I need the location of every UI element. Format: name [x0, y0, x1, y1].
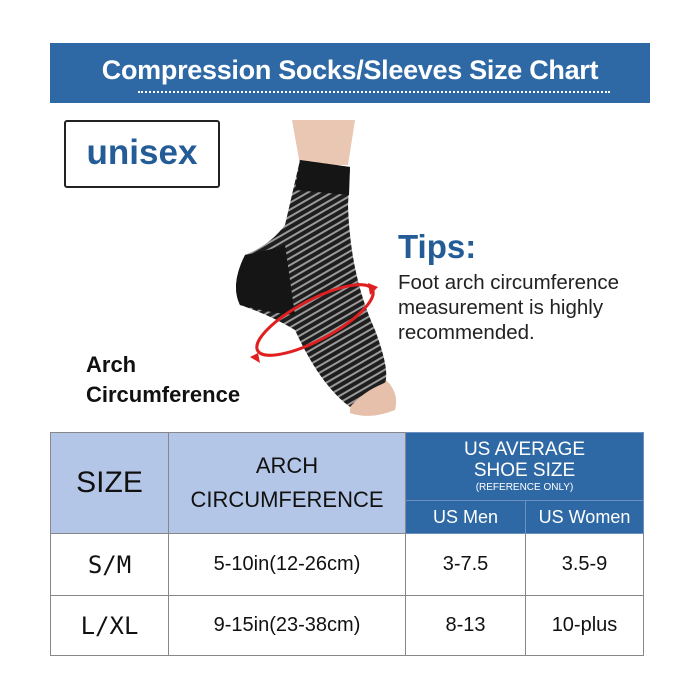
arrow-head-icon [250, 353, 260, 363]
unisex-badge: unisex [64, 120, 220, 188]
header-us-women: US Women [525, 500, 644, 534]
cell-men: 8-13 [405, 595, 526, 656]
header-arch-line1: ARCH [255, 453, 319, 478]
arch-label-line2: Circumference [86, 382, 241, 407]
header-shoe-line2: SHOE SIZE [473, 459, 576, 481]
header-size: SIZE [50, 432, 169, 534]
header-arch-line2: CIRCUMFERENCE [190, 487, 384, 512]
tips-body: Foot arch circumference measurement is h… [398, 271, 620, 344]
sock-illustration [236, 120, 397, 416]
header-shoe-note: (REFERENCE ONLY) [475, 481, 574, 493]
header-arch: ARCH CIRCUMFERENCE [168, 432, 406, 534]
arrow-head-icon [368, 283, 378, 295]
header-us-men: US Men [405, 500, 526, 534]
cell-women: 3.5-9 [525, 533, 644, 596]
arch-label-line1: Arch [86, 352, 137, 377]
cell-women: 10-plus [525, 595, 644, 656]
size-table: SIZE ARCH CIRCUMFERENCE US AVERAGE SHOE … [50, 432, 644, 656]
page-title: Compression Socks/Sleeves Size Chart [101, 55, 599, 85]
table-row: L/XL 9-15in(23-38cm) 8-13 10-plus [50, 595, 644, 656]
title-banner: Compression Socks/Sleeves Size Chart [50, 43, 650, 103]
header-shoe-line1: US AVERAGE [463, 438, 586, 460]
sock-cuff [295, 160, 350, 195]
tips-title: Tips: [398, 228, 477, 265]
cell-arch: 5-10in(12-26cm) [168, 533, 406, 596]
sock-heel [236, 245, 295, 315]
header-shoe-size: US AVERAGE SHOE SIZE (REFERENCE ONLY) [405, 432, 644, 501]
sock [236, 160, 387, 407]
table-row: S/M 5-10in(12-26cm) 3-7.5 3.5-9 [50, 533, 644, 596]
cell-size: S/M [50, 533, 169, 596]
cell-arch: 9-15in(23-38cm) [168, 595, 406, 656]
cell-size: L/XL [50, 595, 169, 656]
arch-label: Arch Circumference [86, 350, 240, 410]
dotted-underline [138, 91, 610, 93]
leg-skin [292, 120, 355, 165]
cell-men: 3-7.5 [405, 533, 526, 596]
